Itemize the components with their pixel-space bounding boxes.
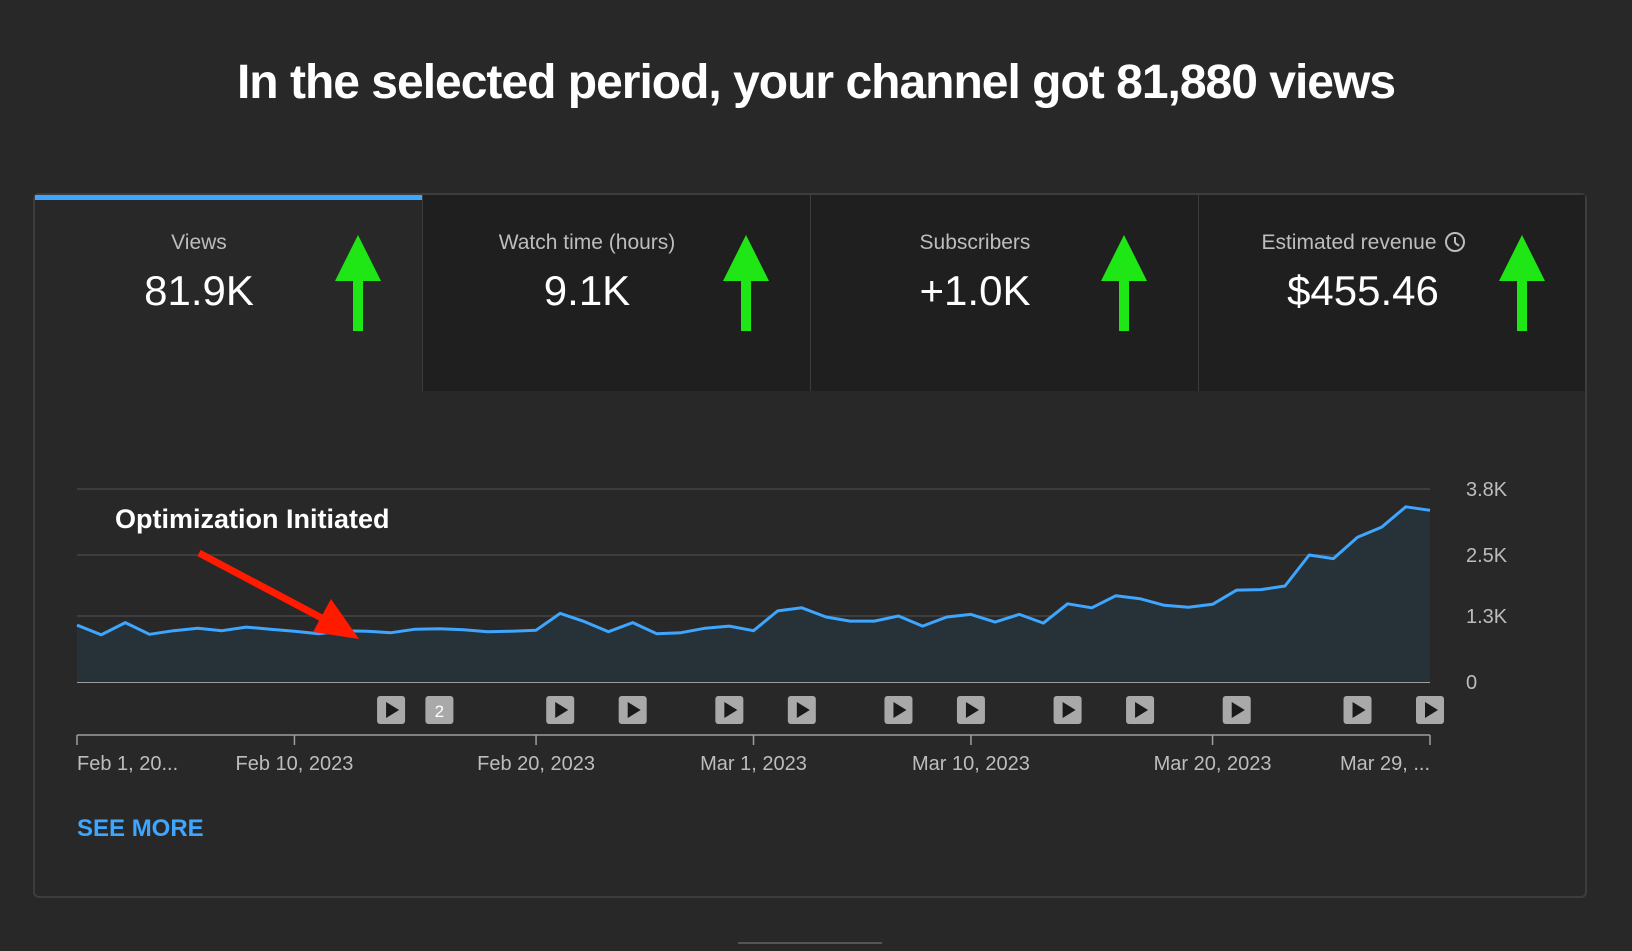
annotation-label: Optimization Initiated <box>115 504 390 534</box>
x-tick-label: Mar 29, ... <box>1340 753 1430 775</box>
active-tab-indicator <box>35 195 422 200</box>
x-axis: Feb 1, 20... Feb 10, 2023 Feb 20, 2023 Mar … <box>76 734 1431 775</box>
play-icon <box>893 702 907 718</box>
page-headline: In the selected period, your channel got… <box>236 56 1396 109</box>
x-tick-label: Mar 10, 2023 <box>912 753 1030 775</box>
up-arrow-icon <box>723 235 769 331</box>
video-markers: 2 <box>377 696 1444 724</box>
tab-watch-time[interactable]: Watch time (hours) 9.1K <box>423 195 811 391</box>
video-marker[interactable] <box>1053 696 1082 724</box>
play-icon <box>1231 702 1245 718</box>
x-tick-label: Feb 1, 20... <box>77 753 178 775</box>
annotation: Optimization Initiated <box>115 504 390 639</box>
play-icon <box>796 702 810 718</box>
play-icon <box>1352 702 1366 718</box>
play-icon <box>1425 702 1438 718</box>
tab-label: Estimated revenue <box>1261 231 1437 254</box>
video-marker[interactable] <box>1343 696 1372 724</box>
tab-value: $455.46 <box>1287 267 1439 314</box>
analytics-card: Views 81.9K Watch time (hours) 9.1K Subs… <box>33 193 1587 898</box>
video-marker[interactable]: 2 <box>425 696 454 724</box>
y-tick-label: 0 <box>1466 672 1477 694</box>
up-arrow-icon <box>1101 235 1147 331</box>
annotation-arrow-head <box>313 599 359 639</box>
tab-views[interactable]: Views 81.9K <box>35 195 423 391</box>
video-marker[interactable] <box>715 696 744 724</box>
tab-value: 81.9K <box>144 267 254 314</box>
play-icon <box>1135 702 1149 718</box>
tab-label: Views <box>171 231 227 254</box>
play-icon <box>627 702 641 718</box>
y-axis: 3.8K 2.5K 1.3K 0 <box>1466 479 1508 694</box>
play-icon <box>965 702 979 718</box>
video-marker[interactable] <box>1126 696 1155 724</box>
tab-value: 9.1K <box>543 267 631 314</box>
tab-subscribers[interactable]: Subscribers +1.0K <box>811 195 1199 391</box>
up-arrow-icon <box>1499 235 1545 331</box>
y-tick-label: 3.8K <box>1466 479 1508 501</box>
up-arrow-icon <box>335 235 381 331</box>
y-tick-label: 2.5K <box>1466 545 1508 567</box>
tab-value: +1.0K <box>919 267 1031 314</box>
metric-tabs: Views 81.9K Watch time (hours) 9.1K Subs… <box>35 195 1585 391</box>
bottom-divider <box>738 942 882 944</box>
play-icon <box>386 702 400 718</box>
clock-icon <box>1444 232 1465 252</box>
video-marker[interactable] <box>618 696 647 724</box>
video-marker-count: 2 <box>435 702 444 721</box>
video-marker[interactable] <box>546 696 575 724</box>
x-tick-label: Mar 20, 2023 <box>1154 753 1272 775</box>
video-marker[interactable] <box>377 696 406 724</box>
tab-label: Watch time (hours) <box>498 231 676 254</box>
y-tick-label: 1.3K <box>1466 606 1508 628</box>
video-marker[interactable] <box>1222 696 1251 724</box>
views-line <box>76 505 1431 637</box>
play-icon <box>555 702 569 718</box>
video-marker[interactable] <box>884 696 913 724</box>
tab-estimated-revenue[interactable]: Estimated revenue $455.46 <box>1199 195 1585 391</box>
tab-label: Subscribers <box>919 231 1031 254</box>
x-tick-label: Feb 10, 2023 <box>236 753 354 775</box>
video-marker[interactable] <box>1416 696 1444 724</box>
tab-label-row: Estimated revenue <box>1169 231 1557 255</box>
play-icon <box>724 702 738 718</box>
play-icon <box>1062 702 1076 718</box>
x-tick-label: Feb 20, 2023 <box>477 753 595 775</box>
annotation-arrow-shaft <box>197 549 335 628</box>
video-marker[interactable] <box>787 696 816 724</box>
views-area <box>77 506 1430 682</box>
views-chart: 3.8K 2.5K 1.3K 0 2 Feb 1, 20... Feb 10, 2023… <box>76 479 1508 775</box>
video-marker-box <box>425 696 454 724</box>
x-tick-label: Mar 1, 2023 <box>700 753 807 775</box>
video-marker[interactable] <box>956 696 985 724</box>
see-more-link[interactable]: SEE MORE <box>77 815 204 842</box>
